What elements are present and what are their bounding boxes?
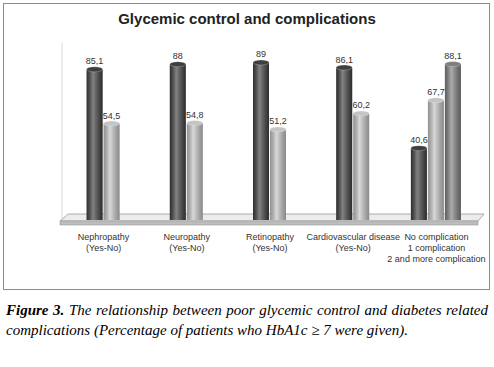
bar-shine (87, 69, 103, 220)
caption-text: The relationship between poor glycemic c… (6, 302, 488, 338)
bar (187, 123, 203, 220)
data-label: 89 (256, 49, 266, 59)
x-tick-label: Retinopathy(Yes-No) (246, 232, 295, 253)
bar (336, 68, 352, 220)
floor-edge (60, 221, 478, 225)
bar-shine (104, 124, 120, 220)
x-tick-label-line: Retinopathy (246, 232, 295, 242)
bar (253, 62, 269, 220)
bar (411, 148, 427, 220)
bar-top (353, 111, 369, 116)
bar-top (104, 121, 120, 126)
caption: Figure 3. The relationship between poor … (6, 300, 488, 340)
x-tick-label-line: Neuropathy (164, 232, 211, 242)
bar-shine (353, 113, 369, 220)
labels: 85,154,5Nephropathy(Yes-No)8854,8Neuropa… (78, 49, 486, 264)
data-label: 54,8 (186, 110, 204, 120)
bar-top (187, 121, 203, 126)
data-label: 40,6 (410, 135, 428, 145)
bar-top (411, 146, 427, 151)
bar-top (87, 67, 103, 72)
bar (428, 100, 444, 220)
bar-top (336, 65, 352, 70)
data-label: 88 (173, 51, 183, 61)
bar (170, 64, 186, 220)
x-tick-label-line: (Yes-No) (336, 243, 371, 253)
bar-top (253, 60, 269, 65)
bar-top (445, 62, 461, 67)
caption-label: Figure 3. (6, 302, 64, 318)
bar (270, 129, 286, 220)
bar-shine (336, 68, 352, 220)
data-label: 85,1 (86, 56, 104, 66)
bar-top (170, 62, 186, 67)
x-tick-label-line: 1 complication (408, 243, 466, 253)
bar-shine (445, 64, 461, 220)
data-label: 60,2 (352, 100, 370, 110)
bar-shine (187, 123, 203, 220)
x-tick-label: No complication1 complication2 and more … (387, 232, 485, 264)
data-label: 51,2 (269, 116, 287, 126)
bar-shine (170, 64, 186, 220)
x-tick-label: Cardiovascular disease(Yes-No) (306, 232, 400, 253)
bar-shine (270, 129, 286, 220)
bar-shine (428, 100, 444, 220)
data-label: 54,5 (103, 111, 121, 121)
bar-top (428, 98, 444, 103)
x-tick-label-line: Nephropathy (78, 232, 130, 242)
chart-frame (4, 4, 490, 290)
x-tick-label: Neuropathy(Yes-No) (164, 232, 211, 253)
x-tick-label: Nephropathy(Yes-No) (78, 232, 130, 253)
bar-shine (411, 148, 427, 220)
x-tick-label-line: No complication (404, 232, 468, 242)
data-label: 88,1 (444, 51, 462, 61)
plot-area (87, 60, 461, 220)
bar (104, 124, 120, 220)
data-label: 67,7 (427, 87, 445, 97)
bar-shine (253, 62, 269, 220)
x-tick-label-line: 2 and more complication (387, 254, 485, 264)
bar (87, 69, 103, 220)
bar-top (270, 127, 286, 132)
y-axis-line (62, 43, 63, 220)
bar (353, 113, 369, 220)
data-label: 86,1 (335, 55, 353, 65)
x-tick-label-line: (Yes-No) (86, 243, 121, 253)
x-tick-label-line: (Yes-No) (169, 243, 204, 253)
x-tick-label-line: Cardiovascular disease (306, 232, 400, 242)
bar (445, 64, 461, 220)
title: Glycemic control and complications (118, 10, 376, 27)
x-tick-label-line: (Yes-No) (252, 243, 287, 253)
